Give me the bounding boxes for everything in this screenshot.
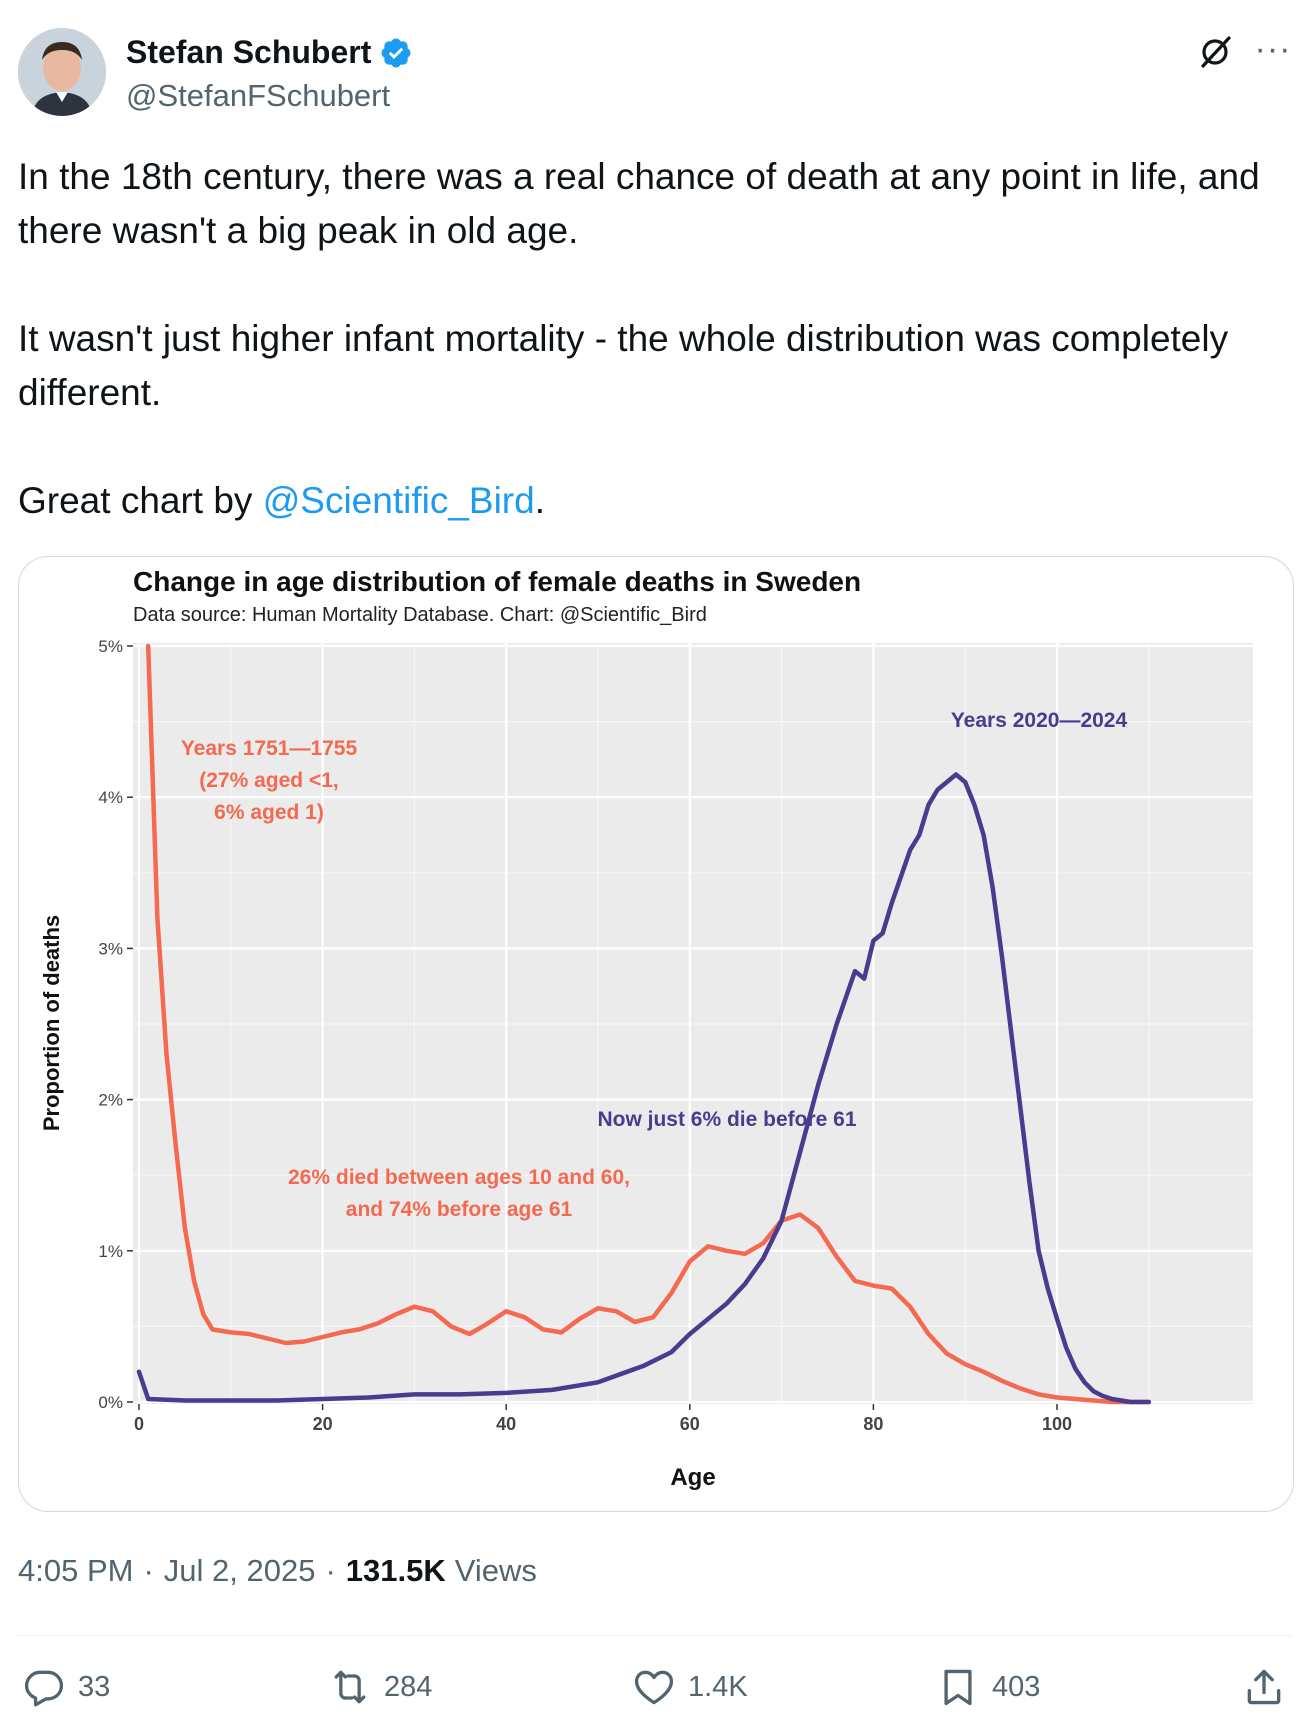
y-tick-label: 5% xyxy=(98,637,123,656)
heart-icon xyxy=(634,1670,674,1705)
tweet-paragraph-3-prefix: Great chart by xyxy=(18,480,263,521)
x-axis-label: Age xyxy=(670,1464,715,1491)
like-count: 1.4K xyxy=(688,1670,748,1703)
x-tick-label: 40 xyxy=(496,1414,516,1434)
mortality-chart: Change in age distribution of female dea… xyxy=(39,566,1253,1491)
x-tick-label: 60 xyxy=(680,1414,700,1434)
tweet-paragraph-1: In the 18th century, there was a real ch… xyxy=(18,156,1260,251)
chart-subtitle: Data source: Human Mortality Database. C… xyxy=(133,604,707,626)
y-tick-label: 1% xyxy=(98,1242,123,1261)
reply-count: 33 xyxy=(78,1670,111,1703)
y-axis: 0% 1% 2% 3% 4% 5% xyxy=(98,637,133,1412)
avatar[interactable] xyxy=(18,28,106,116)
reply-button[interactable]: 33 xyxy=(22,1665,110,1709)
y-tick-label: 4% xyxy=(98,788,123,807)
annotation-1751-label: Years 1751—1755 (27% aged <1, 6% aged 1) xyxy=(181,737,358,824)
grid-lines xyxy=(133,643,1253,1404)
repost-button[interactable]: 284 xyxy=(328,1665,432,1709)
series-line-2020-2024 xyxy=(136,772,1152,1405)
x-tick-label: 0 xyxy=(134,1414,144,1434)
share-button[interactable] xyxy=(1242,1665,1286,1709)
meta-separator: · xyxy=(325,1553,336,1588)
tweet-date[interactable]: Jul 2, 2025 xyxy=(163,1553,316,1588)
more-options-icon[interactable]: ··· xyxy=(1254,30,1292,68)
tweet-paragraph-2: It wasn't just higher infant mortality -… xyxy=(18,318,1229,413)
views-count[interactable]: 131.5K xyxy=(345,1553,446,1588)
x-tick-label: 100 xyxy=(1042,1414,1072,1434)
share-icon xyxy=(1247,1669,1281,1705)
annotation-2020-label: Years 2020—2024 xyxy=(951,709,1128,732)
bookmark-count: 403 xyxy=(992,1670,1041,1703)
action-bar: 33 284 1.4K 403 xyxy=(18,1665,1292,1719)
mention-link[interactable]: @Scientific_Bird xyxy=(262,480,535,521)
author-display-name[interactable]: Stefan Schubert xyxy=(126,34,372,70)
author-name-row: Stefan Schubert xyxy=(126,34,413,71)
repost-count: 284 xyxy=(384,1670,433,1703)
avatar-portrait xyxy=(18,28,106,116)
tweet-time[interactable]: 4:05 PM xyxy=(18,1553,134,1588)
chart-annotations: Years 1751—1755 (27% aged <1, 6% aged 1) Ye… xyxy=(181,709,1128,1221)
views-label: Views xyxy=(454,1553,537,1588)
x-axis: 0 20 40 60 80 100 xyxy=(134,1404,1072,1434)
tweet-meta: 4:05 PM · Jul 2, 2025 · 131.5K Views xyxy=(18,1553,537,1589)
verified-badge-icon xyxy=(381,37,411,68)
y-axis-label: Proportion of deaths xyxy=(39,915,64,1131)
y-tick-label: 3% xyxy=(98,939,123,958)
reply-icon xyxy=(24,1670,64,1707)
chart-title: Change in age distribution of female dea… xyxy=(133,566,861,597)
tweet-paragraph-3: Great chart by @Scientific_Bird. xyxy=(18,474,1288,528)
bookmark-button[interactable]: 403 xyxy=(936,1665,1040,1709)
tweet-media-chart[interactable]: Change in age distribution of female dea… xyxy=(18,556,1294,1512)
tweet-paragraph-3-suffix: . xyxy=(534,480,545,521)
divider xyxy=(18,1635,1292,1636)
y-tick-label: 2% xyxy=(98,1091,123,1110)
x-tick-label: 20 xyxy=(313,1414,333,1434)
tweet-text: In the 18th century, there was a real ch… xyxy=(18,150,1288,528)
series-lines xyxy=(136,643,1152,1405)
meta-separator: · xyxy=(143,1553,154,1588)
annotation-1751-mid: 26% died between ages 10 and 60, and 74% … xyxy=(288,1166,630,1221)
y-tick-label: 0% xyxy=(98,1393,123,1412)
x-tick-label: 80 xyxy=(863,1414,883,1434)
repost-icon xyxy=(334,1670,366,1704)
annotation-2020-mid: Now just 6% die before 61 xyxy=(597,1108,856,1131)
grok-icon[interactable] xyxy=(1193,30,1237,74)
like-button[interactable]: 1.4K xyxy=(632,1665,748,1709)
author-handle[interactable]: @StefanFSchubert xyxy=(126,78,391,113)
series-line-1751-1755 xyxy=(145,643,1152,1405)
bookmark-icon xyxy=(944,1669,972,1706)
